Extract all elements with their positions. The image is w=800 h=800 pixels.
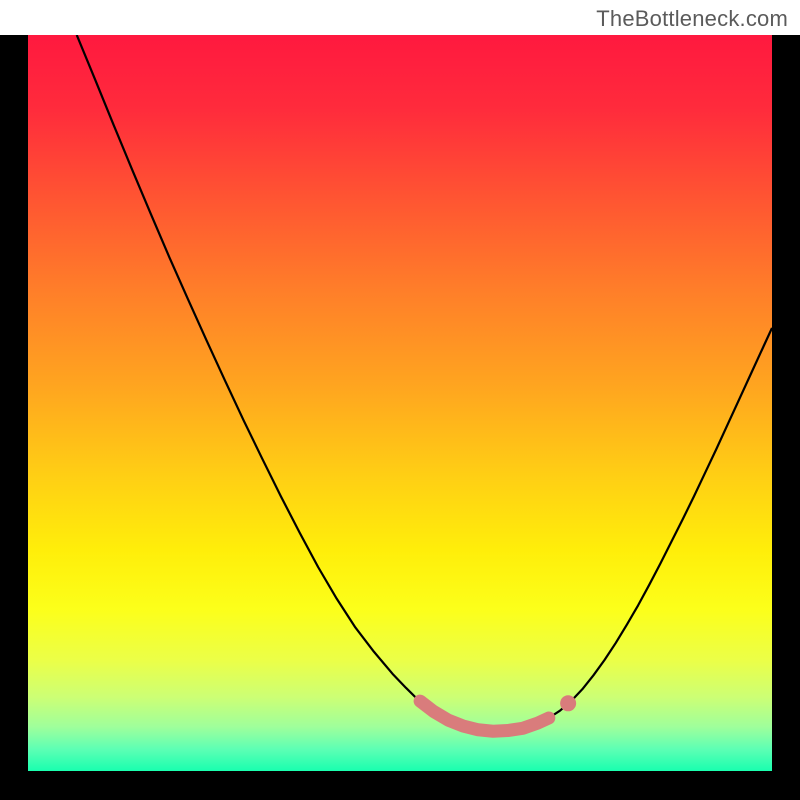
frame-bottom bbox=[0, 771, 800, 800]
attribution-text: TheBottleneck.com bbox=[596, 6, 788, 32]
chart-stage: TheBottleneck.com bbox=[0, 0, 800, 800]
bottleneck-curve-plot bbox=[0, 0, 800, 800]
gradient-background bbox=[28, 35, 772, 771]
highlight-dot bbox=[560, 695, 576, 711]
frame-right bbox=[772, 35, 800, 800]
frame-left bbox=[0, 35, 28, 800]
